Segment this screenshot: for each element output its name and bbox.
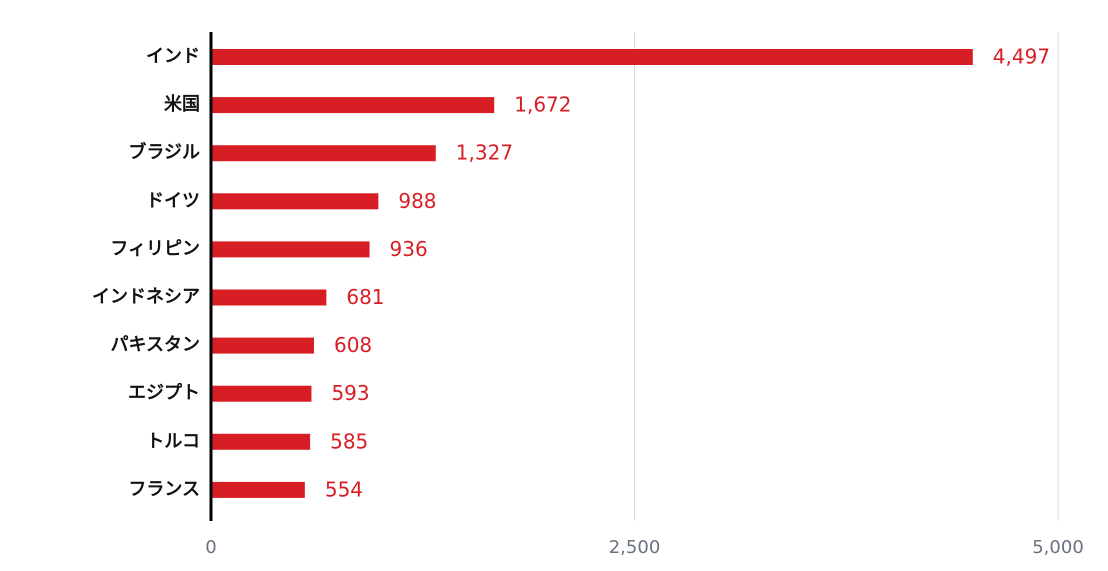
value-label: 585 <box>330 429 368 453</box>
bar <box>211 97 495 114</box>
category-label: トルコ <box>146 431 200 452</box>
bar <box>211 145 436 162</box>
value-label: 593 <box>331 381 369 405</box>
bar <box>211 193 379 210</box>
category-label: フランス <box>128 479 200 500</box>
bar <box>211 481 305 498</box>
category-label: インドネシア <box>92 287 200 308</box>
x-tick-label: 5,000 <box>1032 537 1084 558</box>
value-label: 936 <box>390 237 428 261</box>
value-label: 1,672 <box>514 93 571 117</box>
value-label: 554 <box>325 477 363 501</box>
value-label: 988 <box>398 189 436 213</box>
bar <box>211 289 327 306</box>
bar <box>211 385 312 402</box>
category-label: インド <box>146 46 200 67</box>
bar <box>211 49 973 65</box>
value-label: 608 <box>334 333 372 357</box>
value-label: 1,327 <box>456 141 513 165</box>
x-tick-label: 0 <box>205 537 216 558</box>
category-label: 米国 <box>164 93 200 115</box>
category-label: ドイツ <box>146 190 200 211</box>
bar <box>211 337 314 354</box>
bar <box>211 433 311 450</box>
category-label: ブラジル <box>128 141 200 163</box>
value-label: 681 <box>346 285 384 309</box>
value-label: 4,497 <box>993 45 1050 69</box>
x-tick-label: 2,500 <box>609 537 661 558</box>
category-label: エジプト <box>128 382 200 404</box>
category-label: パキスタン <box>111 335 200 356</box>
category-label: フィリピン <box>110 238 200 259</box>
bar <box>211 241 370 258</box>
